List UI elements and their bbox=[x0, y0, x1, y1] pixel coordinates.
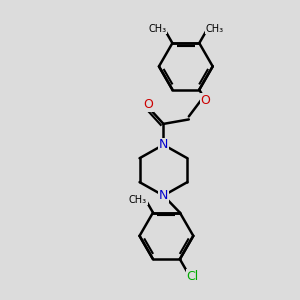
Text: CH₃: CH₃ bbox=[129, 195, 147, 205]
Text: N: N bbox=[159, 138, 168, 151]
Text: O: O bbox=[200, 94, 210, 106]
Text: N: N bbox=[159, 189, 168, 202]
Text: CH₃: CH₃ bbox=[148, 24, 166, 34]
Text: CH₃: CH₃ bbox=[205, 24, 223, 34]
Text: N: N bbox=[159, 138, 168, 151]
Text: Cl: Cl bbox=[186, 270, 199, 283]
Text: O: O bbox=[144, 98, 153, 111]
